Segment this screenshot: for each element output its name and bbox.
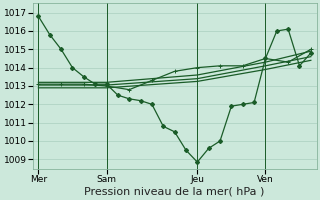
X-axis label: Pression niveau de la mer( hPa ): Pression niveau de la mer( hPa ) <box>84 187 265 197</box>
